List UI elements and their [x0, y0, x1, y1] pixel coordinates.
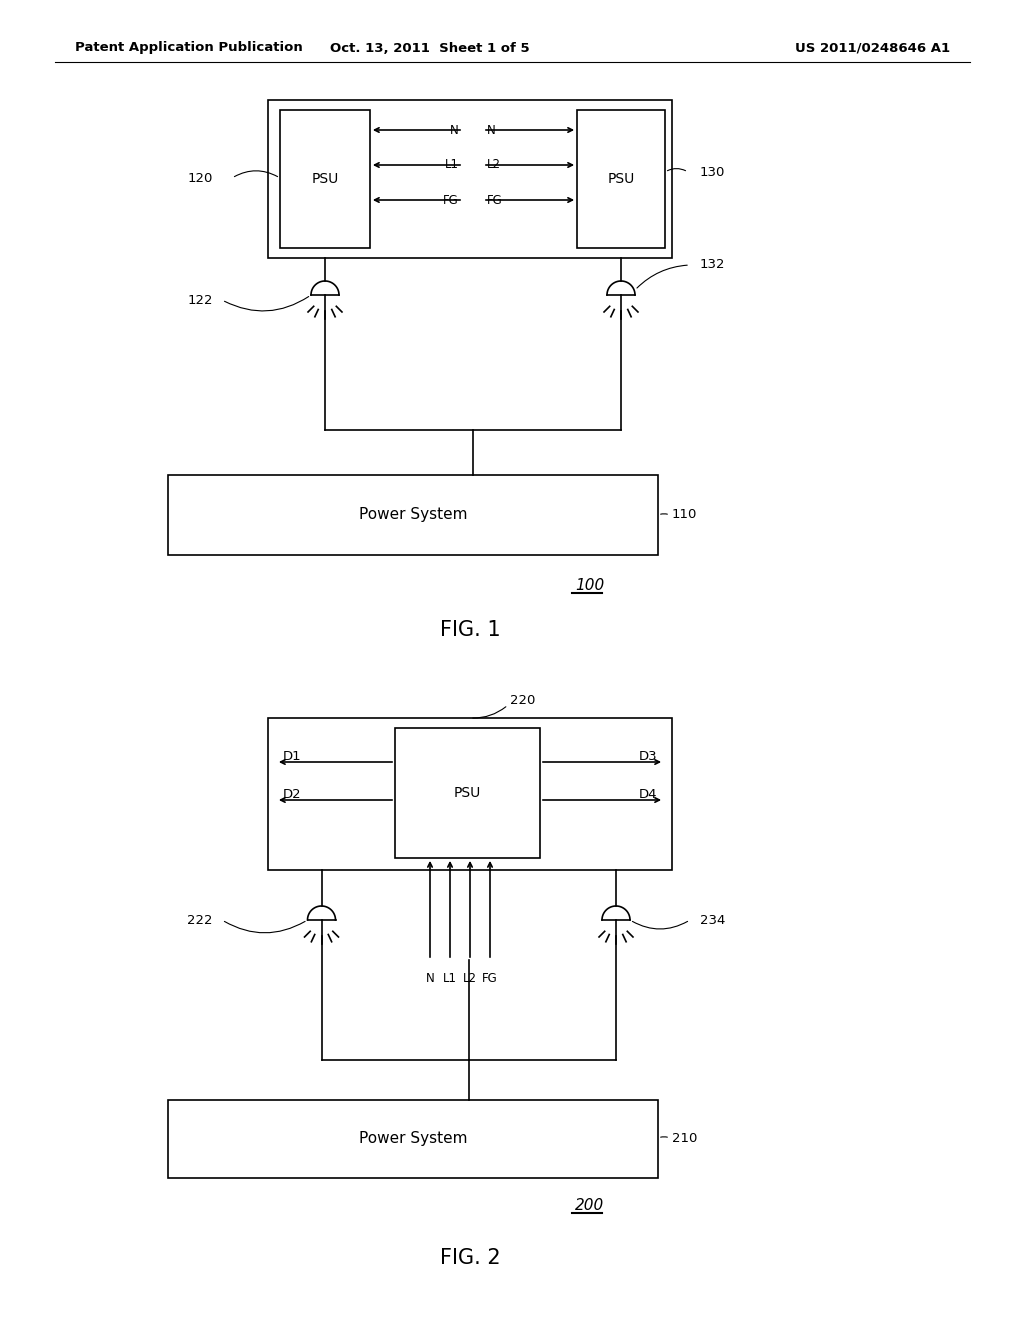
Text: D2: D2: [283, 788, 302, 801]
Text: 122: 122: [187, 293, 213, 306]
Text: 110: 110: [672, 508, 697, 521]
Text: Power System: Power System: [358, 1131, 467, 1147]
Bar: [280, 110, 370, 248]
Text: FIG. 1: FIG. 1: [439, 620, 501, 640]
Text: N: N: [451, 124, 459, 136]
Bar: [268, 100, 672, 257]
Bar: [577, 110, 665, 248]
Text: D3: D3: [638, 751, 657, 763]
Text: N: N: [487, 124, 496, 136]
Text: FG: FG: [482, 972, 498, 985]
Text: Power System: Power System: [358, 507, 467, 523]
Text: Patent Application Publication: Patent Application Publication: [75, 41, 303, 54]
Text: D4: D4: [639, 788, 657, 801]
Text: 132: 132: [700, 259, 725, 272]
Bar: [168, 475, 658, 554]
Text: 100: 100: [575, 578, 604, 593]
Text: D1: D1: [283, 751, 302, 763]
Text: L2: L2: [463, 972, 477, 985]
Text: 120: 120: [187, 172, 213, 185]
Bar: [395, 729, 540, 858]
Text: PSU: PSU: [311, 172, 339, 186]
Text: 234: 234: [700, 913, 725, 927]
Bar: [268, 718, 672, 870]
Text: US 2011/0248646 A1: US 2011/0248646 A1: [795, 41, 950, 54]
Text: L2: L2: [487, 158, 501, 172]
Text: Oct. 13, 2011  Sheet 1 of 5: Oct. 13, 2011 Sheet 1 of 5: [330, 41, 529, 54]
Text: PSU: PSU: [454, 785, 481, 800]
Text: 130: 130: [700, 165, 725, 178]
Text: 200: 200: [575, 1197, 604, 1213]
Text: FIG. 2: FIG. 2: [439, 1247, 501, 1269]
Text: N: N: [426, 972, 434, 985]
Text: L1: L1: [445, 158, 459, 172]
Text: PSU: PSU: [607, 172, 635, 186]
Text: 220: 220: [510, 693, 536, 706]
Bar: [168, 1100, 658, 1177]
Text: FG: FG: [487, 194, 503, 206]
Text: 222: 222: [187, 913, 213, 927]
Text: 210: 210: [672, 1131, 697, 1144]
Text: FG: FG: [443, 194, 459, 206]
Text: L1: L1: [443, 972, 457, 985]
